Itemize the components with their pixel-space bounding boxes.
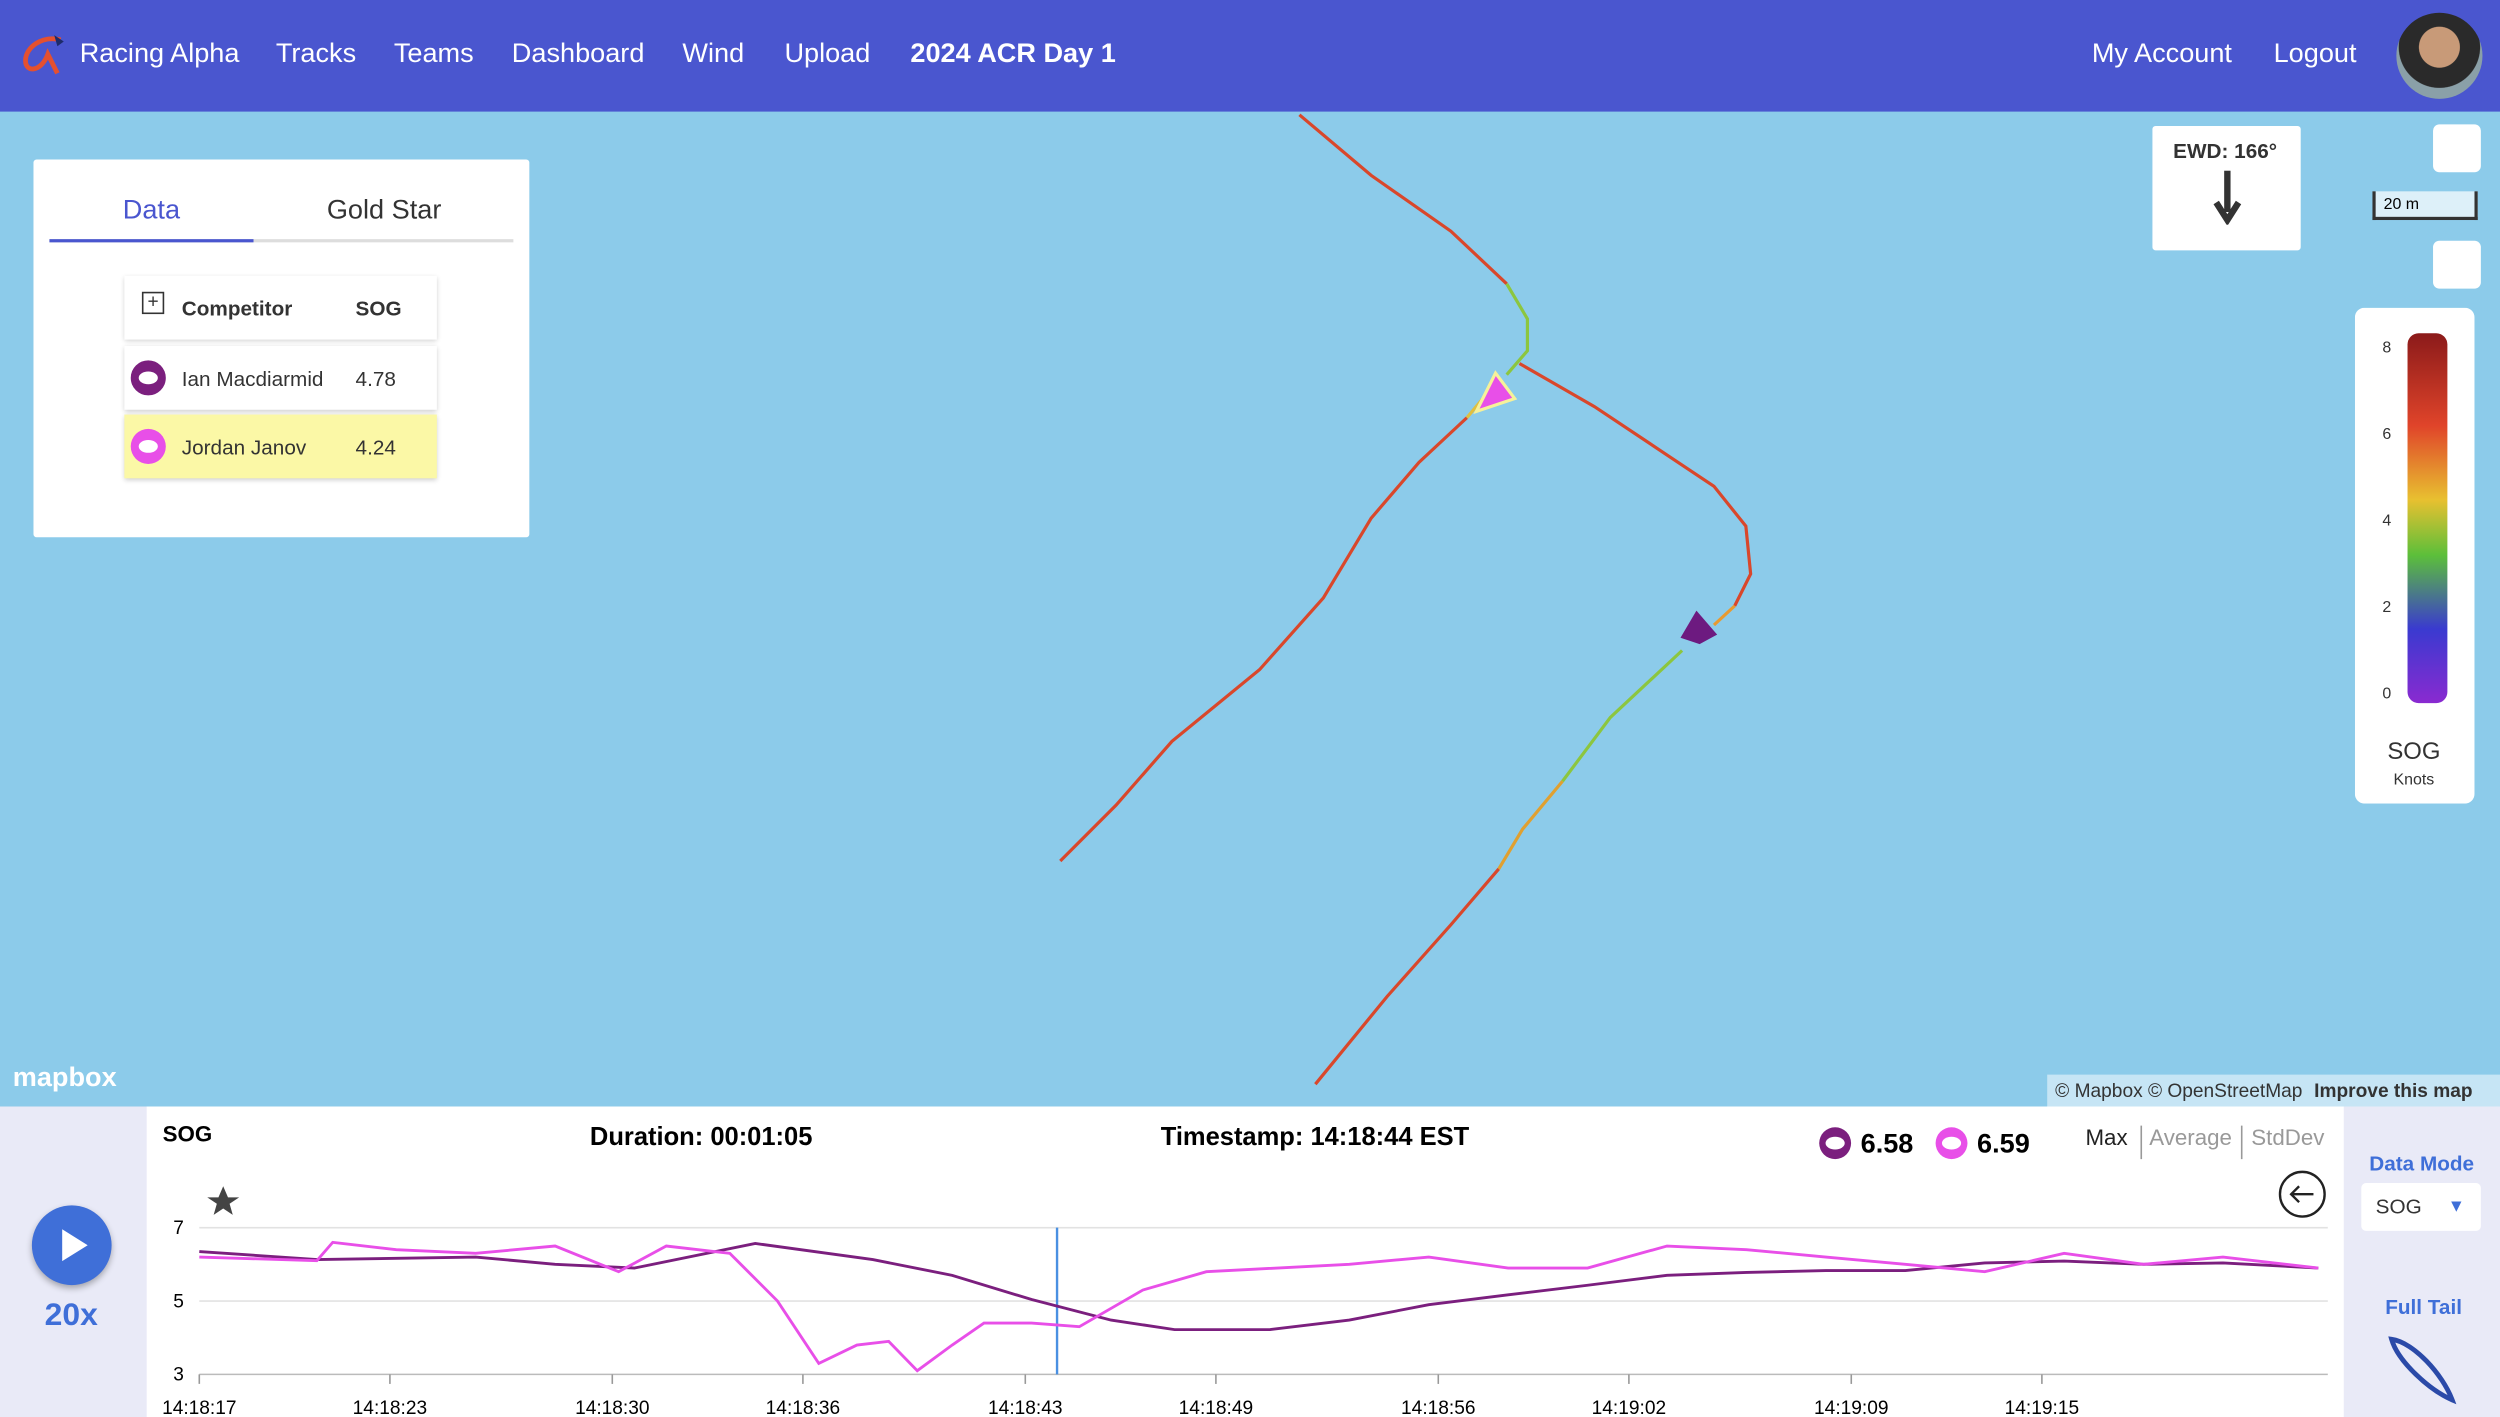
wind-direction: EWD: 166° xyxy=(2173,138,2278,163)
cell: 4.24 xyxy=(355,435,396,460)
track xyxy=(1712,604,1736,627)
compass-button[interactable] xyxy=(2433,124,2481,173)
x-tick-label: 14:19:02 xyxy=(1592,1398,1666,1417)
cell: Ian Macdiarmid xyxy=(181,366,324,391)
legend-tick-label: 8 xyxy=(2382,339,2391,356)
legend-tick-label: 2 xyxy=(2382,599,2391,616)
table-header: + Competitor SOG xyxy=(124,275,437,340)
legend-title: SOG xyxy=(2387,738,2440,765)
mode-option[interactable]: Average xyxy=(2149,1125,2232,1150)
tab[interactable]: Gold Star xyxy=(326,194,442,225)
sog-legend: SOG Knots 0 2 4 6 8 xyxy=(2354,307,2475,804)
timestamp: Timestamp: 14:18:44 EST xyxy=(1161,1123,1470,1151)
attribution-text[interactable]: © Mapbox © OpenStreetMap xyxy=(2055,1079,2303,1102)
full-tail[interactable]: Full Tail xyxy=(2385,1294,2462,1319)
logout-link[interactable]: Logout xyxy=(2273,38,2357,69)
scale-bar: 20 m xyxy=(2372,191,2478,221)
wind-box: EWD: 166° xyxy=(2152,125,2301,251)
colorbar xyxy=(2407,333,2448,704)
x-tick-label: 14:18:43 xyxy=(988,1398,1062,1417)
select-value: SOG xyxy=(2375,1194,2422,1219)
track xyxy=(1518,362,1753,607)
nav-link[interactable]: Dashboard xyxy=(511,38,645,69)
legend-icon-inner xyxy=(1941,1136,1962,1150)
y-tick-label: 5 xyxy=(173,1291,184,1312)
boat-icon xyxy=(130,360,166,396)
mode-option[interactable]: Max xyxy=(2085,1125,2127,1150)
series-line xyxy=(199,1241,2319,1332)
track xyxy=(1314,867,1500,1086)
wind-arrow xyxy=(2213,170,2242,225)
mode-option[interactable]: StdDev xyxy=(2251,1125,2325,1150)
tail-icon xyxy=(2388,1336,2457,1405)
x-tick-label: 14:18:30 xyxy=(575,1398,649,1417)
track xyxy=(1059,416,1468,863)
tab-bar xyxy=(49,239,514,243)
nav-link[interactable]: Teams xyxy=(393,38,474,69)
account-link[interactable]: My Account xyxy=(2091,38,2232,69)
data-mode-label: Data Mode xyxy=(2369,1151,2475,1176)
table-row[interactable]: Ian Macdiarmid 4.78 xyxy=(124,345,437,410)
y-tick-label: 7 xyxy=(173,1218,184,1239)
tracks xyxy=(1059,113,1753,1086)
fullscreen-button[interactable] xyxy=(2433,240,2481,289)
x-tick-label: 14:19:15 xyxy=(2005,1398,2079,1417)
cell: Jordan Janov xyxy=(181,435,307,460)
attribution: © Mapbox © OpenStreetMap Improve this ma… xyxy=(2047,1074,2500,1107)
legend-unit: Knots xyxy=(2394,771,2435,788)
track xyxy=(1497,780,1564,870)
duration: Duration: 00:01:05 xyxy=(590,1123,812,1151)
data-panel: Data Gold Star + Competitor SOG Ian Macd… xyxy=(33,159,530,538)
logo xyxy=(23,35,64,75)
expand-button[interactable]: + xyxy=(141,291,165,315)
chart-title: SOG xyxy=(163,1122,213,1147)
legend-tick-label: 0 xyxy=(2382,685,2391,702)
data-mode-select[interactable]: SOG ▼ xyxy=(2361,1183,2481,1231)
x-tick-label: 14:18:49 xyxy=(1179,1398,1253,1417)
cell: 4.78 xyxy=(355,366,396,391)
map xyxy=(1059,113,1753,1086)
boat-icon xyxy=(130,428,166,464)
boat-marker[interactable] xyxy=(1680,610,1718,645)
tab[interactable]: Data xyxy=(122,194,181,225)
legend-tick-label: 4 xyxy=(2382,512,2391,529)
x-tick-label: 14:18:56 xyxy=(1401,1398,1475,1417)
nav-link[interactable]: Tracks xyxy=(275,38,357,69)
x-tick-label: 14:18:36 xyxy=(766,1398,840,1417)
header-cell: SOG xyxy=(355,296,402,321)
header-cell: Competitor xyxy=(181,296,293,321)
x-tick-label: 14:18:17 xyxy=(162,1398,236,1417)
y-tick-label: 3 xyxy=(173,1365,184,1386)
star-button[interactable] xyxy=(207,1186,240,1215)
improve-link[interactable]: Improve this map xyxy=(2314,1079,2473,1102)
legend-tick-label: 6 xyxy=(2382,426,2391,443)
track xyxy=(1505,282,1530,376)
series-line xyxy=(199,1240,2319,1373)
play-button[interactable] xyxy=(31,1205,112,1286)
boat-marker[interactable] xyxy=(1473,370,1518,415)
x-tick-label: 14:19:09 xyxy=(1814,1398,1888,1417)
event-title[interactable]: 2024 ACR Day 1 xyxy=(910,38,1116,69)
select-arrow: ▼ xyxy=(2447,1197,2465,1217)
brand[interactable]: Racing Alpha xyxy=(79,38,240,69)
x-tick-label: 14:18:23 xyxy=(353,1398,427,1417)
nav-link[interactable]: Wind xyxy=(682,38,745,69)
track xyxy=(1561,649,1684,783)
current-value: 6.59 xyxy=(1977,1128,2030,1159)
speed[interactable]: 20x xyxy=(44,1297,98,1333)
avatar[interactable] xyxy=(2396,12,2483,99)
track xyxy=(1298,113,1508,285)
sog-chart: SOG Duration: 00:01:05 Timestamp: 14:18:… xyxy=(162,1122,2328,1417)
mapbox-logo[interactable]: mapbox xyxy=(12,1061,117,1093)
tab-indicator xyxy=(49,239,254,243)
current-value: 6.58 xyxy=(1861,1128,1914,1159)
play-icon xyxy=(62,1229,88,1262)
navbar: Racing Alpha Tracks Teams Dashboard Wind… xyxy=(0,0,2500,112)
nav-link[interactable]: Upload xyxy=(784,38,871,69)
table-row[interactable]: Jordan Janov 4.24 xyxy=(124,414,437,479)
legend-icon-inner xyxy=(1825,1136,1845,1150)
back-arrow xyxy=(2289,1185,2314,1204)
